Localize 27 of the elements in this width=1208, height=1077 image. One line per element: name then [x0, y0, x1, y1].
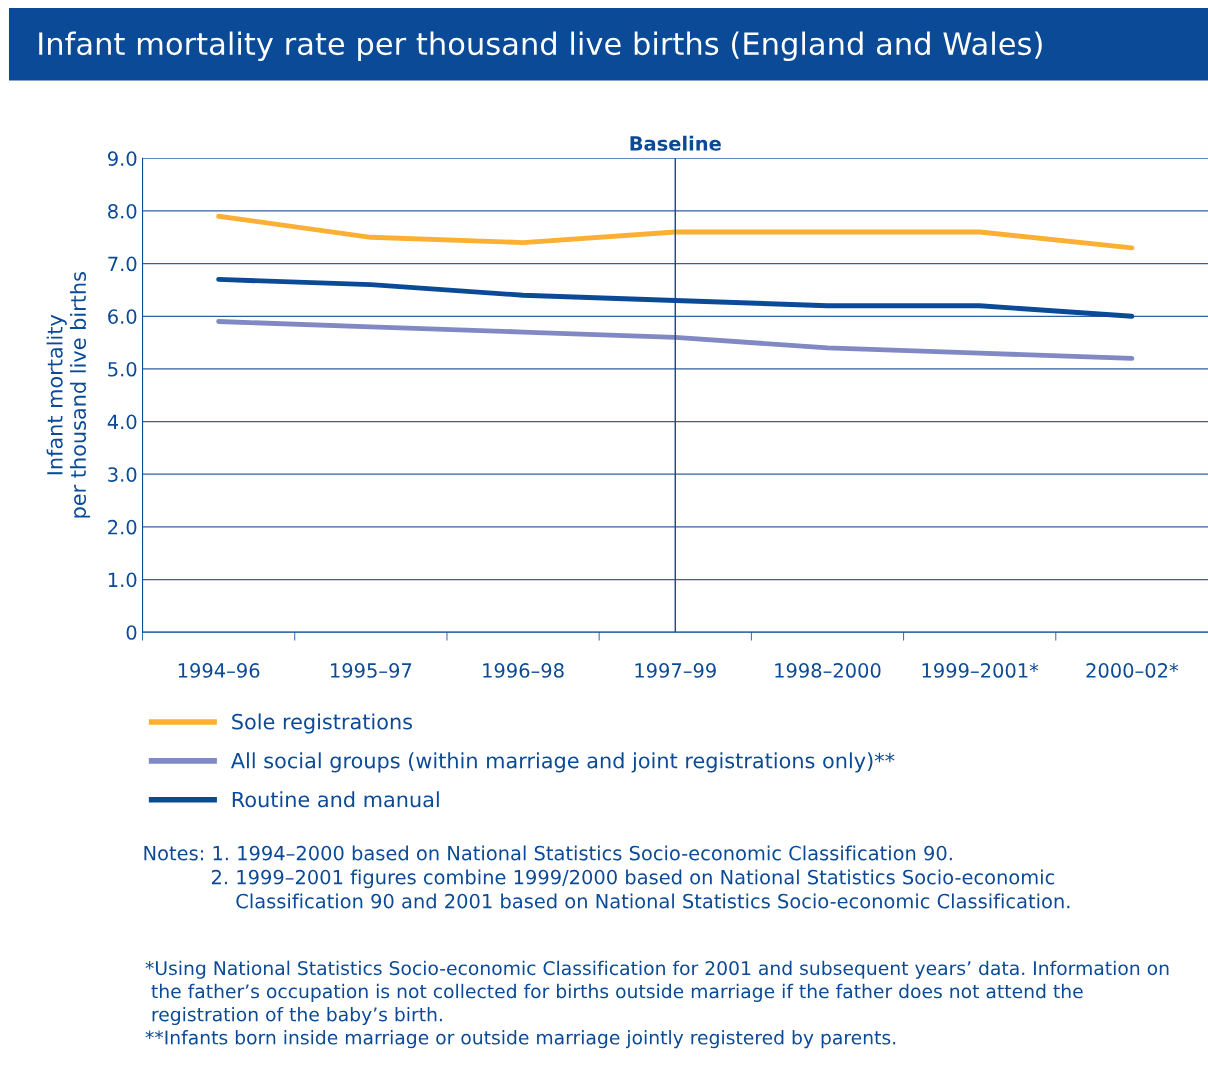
legend-label: Routine and manual	[232, 791, 439, 808]
y-tick-label: 9.0	[107, 151, 137, 166]
ref-line-label: Baseline	[630, 135, 721, 151]
y-tick-label: 2.0	[108, 519, 137, 535]
x-tick-label: 1999–2001*	[922, 663, 1039, 678]
x-tick-label: 1997–99	[635, 663, 716, 678]
text: Notes: 1. 1994–2000 based on National Statistics Socio-economic Classification 90. 2. 1999–2001 figures combine 1999/2000 based on National Statistics Socio-economic Classification 90 and 2001 based on National Statistics Socio-economic Classification.	[144, 845, 1070, 909]
y-tick-label: 4.0	[107, 414, 137, 430]
x-tick-label: 1994–96	[178, 663, 260, 678]
legend-label: All social groups (within marriage and joint registrations only)**	[230, 752, 895, 773]
y-tick-label: 0	[126, 625, 137, 640]
x-tick-label: 1996–98	[483, 663, 564, 678]
line-series	[216, 213, 1135, 251]
y-tick-label: 3.0	[108, 467, 137, 482]
x-tick-label: 1995–97	[331, 663, 412, 678]
y-tick-label: 1.0	[108, 572, 137, 588]
y-tick-label: 6.0	[108, 309, 137, 324]
x-tick-label: 1998–2000	[775, 663, 881, 678]
y-tick-label: 7.0	[108, 256, 137, 272]
line-series	[216, 319, 1135, 361]
text: *Using National Statistics Socio-economic Classification for 2001 and subsequent years’ data. Information on the father’s occupation is not collected for births outside marriage if the father does not attend the registration of the baby’s birth. **Infants born inside marriage or outside marriage jointly registered by parents.	[145, 960, 1169, 1049]
y-axis-title: Infant mortality per thousand live births	[46, 272, 91, 518]
legend-label: Sole registrations	[232, 713, 413, 734]
chart-title: Infant mortality rate per thousand live births (England and Wales)	[39, 31, 1042, 62]
y-tick-label: 8.0	[108, 203, 137, 219]
x-tick-label: 2000–02*	[1086, 663, 1179, 678]
y-tick-label: 5.0	[108, 361, 137, 377]
